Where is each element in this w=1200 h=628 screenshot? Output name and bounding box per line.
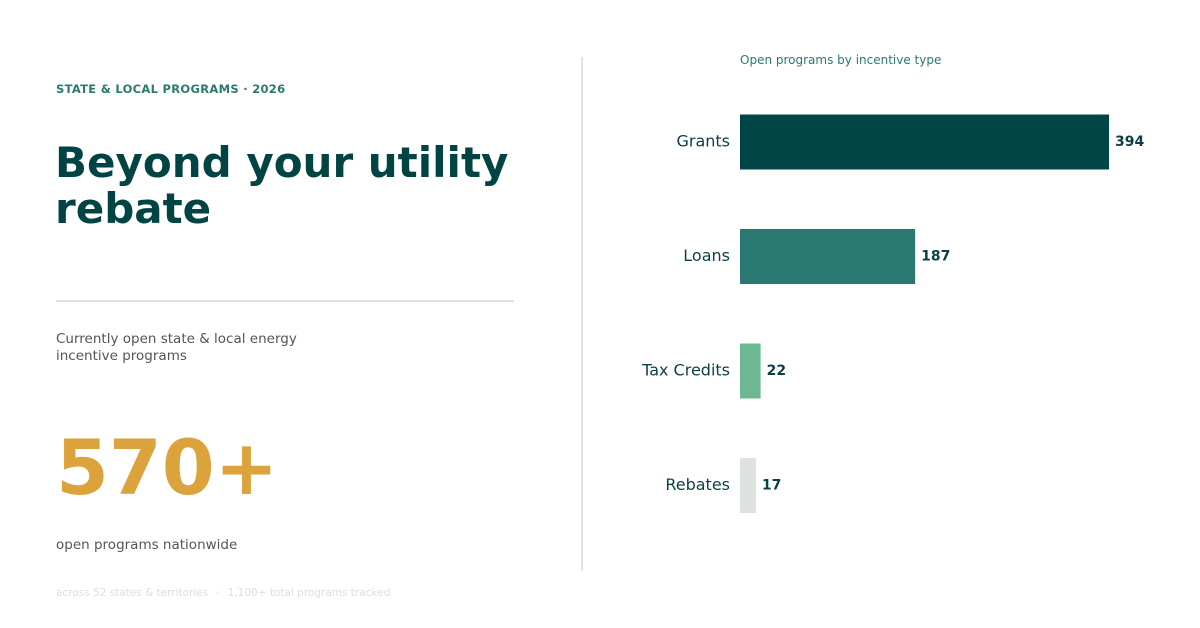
category-label-tax-credits: Tax Credits bbox=[641, 361, 730, 380]
bar-tax-credits bbox=[740, 343, 761, 399]
bar-chart: Grants 394 Loans 187 Tax Credits 22 Rebates 17 bbox=[641, 114, 1144, 513]
big-number: 570+ bbox=[56, 423, 279, 512]
description: Currently open state & local energy ince… bbox=[56, 331, 297, 364]
value-label-tax-credits: 22 bbox=[767, 363, 786, 379]
footnote: across 52 states & territories · 1,100+ to… bbox=[56, 587, 390, 599]
footnote-total: 1,100+ total programs tracked bbox=[227, 587, 391, 599]
footnote-separator: · bbox=[216, 587, 220, 599]
value-label-rebates: 17 bbox=[762, 478, 781, 494]
vertical-divider bbox=[581, 57, 583, 571]
value-label-grants: 394 bbox=[1115, 134, 1144, 150]
eyebrow-label: STATE & LOCAL PROGRAMS · 2026 bbox=[56, 82, 286, 96]
big-number-label: open programs nationwide bbox=[56, 537, 238, 553]
category-label-rebates: Rebates bbox=[665, 475, 730, 494]
category-label-grants: Grants bbox=[676, 132, 730, 151]
headline: Beyond your utility rebate bbox=[55, 138, 509, 233]
value-label-loans: 187 bbox=[921, 249, 950, 265]
bar-grants bbox=[740, 114, 1109, 170]
footnote-states: across 52 states & territories bbox=[56, 587, 209, 599]
category-label-loans: Loans bbox=[683, 246, 730, 265]
chart-title: Open programs by incentive type bbox=[740, 53, 942, 67]
bar-rebates bbox=[740, 458, 756, 513]
section-divider bbox=[56, 300, 514, 302]
bar-loans bbox=[740, 229, 916, 284]
